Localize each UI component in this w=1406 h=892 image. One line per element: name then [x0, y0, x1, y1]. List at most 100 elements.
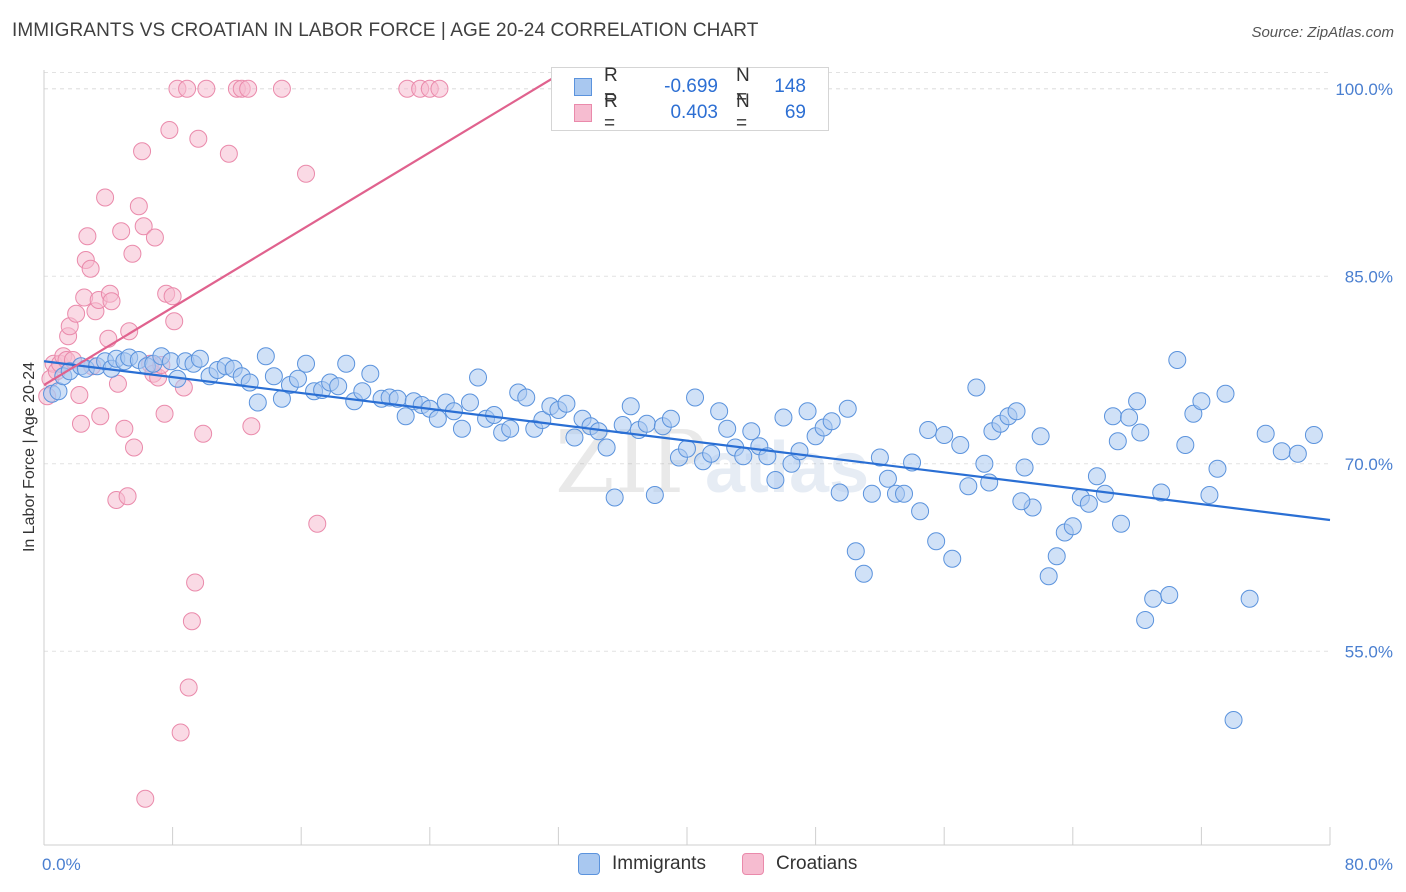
r-value: -0.699: [664, 76, 718, 97]
immigrants-point: [501, 419, 520, 438]
immigrants-point: [678, 439, 696, 458]
immigrants-point: [838, 399, 857, 418]
immigrants-point: [1128, 392, 1147, 411]
immigrants-point: [645, 486, 664, 504]
croatians-legend-swatch: [742, 853, 764, 875]
croatians-point: [99, 329, 118, 348]
immigrants-point: [846, 542, 865, 561]
croatians-trendline: [43, 69, 568, 386]
croatians-point: [67, 304, 86, 323]
immigrants-point: [565, 428, 584, 447]
croatians-point: [160, 121, 179, 139]
croatians-point: [171, 723, 190, 742]
legend-row-croatians: R = 0.403 N = 69: [574, 91, 806, 134]
croatians-point: [123, 244, 142, 263]
croatians-point: [197, 79, 216, 98]
immigrants-point: [1208, 459, 1227, 478]
r-label: R =: [604, 91, 618, 134]
x-tick-label: 80.0%: [1345, 855, 1393, 874]
croatians-point: [71, 414, 90, 433]
croatians-point: [133, 142, 152, 161]
croatians-point: [219, 144, 238, 163]
immigrants-point: [686, 388, 705, 407]
immigrants-swatch: [574, 78, 592, 96]
immigrants-point: [1256, 424, 1275, 443]
immigrants-point: [734, 447, 753, 466]
y-tick-label: 55.0%: [1345, 642, 1393, 661]
n-label: N =: [736, 91, 750, 134]
croatians-point: [178, 79, 197, 98]
croatians-point: [129, 197, 148, 216]
croatians-point: [96, 188, 115, 207]
immigrants-point: [605, 488, 624, 507]
immigrants-point: [1192, 392, 1211, 411]
immigrants-trendline: [43, 360, 1331, 522]
immigrants-point: [742, 422, 761, 441]
tick-labels: 55.0% 70.0% 85.0% 100.0% 0.0% 80.0%: [42, 80, 1393, 874]
croatians-point: [242, 417, 261, 436]
immigrants-point: [1120, 408, 1139, 427]
immigrants-point: [428, 409, 447, 428]
immigrants-point: [661, 409, 680, 428]
legend-item-croatians[interactable]: Croatians: [742, 853, 857, 875]
immigrants-point: [517, 388, 536, 407]
n-value: 69: [784, 102, 806, 123]
immigrants-point: [469, 368, 488, 387]
immigrants-point: [766, 471, 785, 489]
immigrants-point: [637, 414, 656, 433]
immigrants-point: [895, 484, 914, 503]
croatians-point: [112, 222, 131, 241]
immigrants-point: [935, 426, 954, 444]
immigrants-point: [774, 408, 793, 427]
immigrants-point: [967, 378, 986, 397]
immigrants-point: [248, 393, 267, 412]
croatians-point: [430, 79, 449, 98]
correlation-legend: R = -0.699 N = 148 R = 0.403 N = 69: [551, 65, 829, 134]
croatians-point: [179, 678, 198, 697]
trendlines: [43, 69, 1331, 522]
r-value: 0.403: [670, 102, 718, 123]
immigrants-point: [1007, 402, 1026, 421]
croatians-point: [155, 404, 174, 423]
croatians-point: [272, 79, 291, 98]
croatians-point: [182, 612, 201, 631]
immigrants-point: [798, 402, 817, 421]
croatians-point: [102, 292, 121, 311]
immigrants-point: [959, 477, 978, 496]
immigrants-point: [1152, 483, 1171, 502]
immigrants-point: [297, 354, 316, 373]
immigrants-point: [1012, 492, 1031, 511]
immigrants-point: [903, 453, 922, 472]
immigrants-point: [951, 436, 970, 454]
immigrants-point: [1039, 567, 1058, 586]
immigrants-point: [1288, 444, 1307, 463]
croatians-point: [297, 164, 316, 183]
immigrants-point: [1144, 589, 1163, 608]
croatians-point: [91, 407, 110, 426]
y-tick-label: 70.0%: [1345, 455, 1393, 474]
immigrants-point: [1112, 514, 1131, 533]
immigrants-point: [353, 382, 372, 401]
croatians-point: [78, 227, 97, 246]
immigrants-point: [329, 377, 348, 396]
immigrants-point: [1015, 458, 1034, 477]
immigrants-point: [1176, 436, 1195, 454]
immigrants-point: [710, 402, 729, 421]
croatians-point: [118, 487, 137, 506]
legend-item-immigrants[interactable]: Immigrants: [578, 853, 706, 875]
immigrants-point: [1131, 423, 1150, 442]
legend-row-immigrants: R = -0.699 N = 148: [574, 65, 806, 108]
croatians-point: [189, 129, 208, 148]
croatians-point: [125, 438, 144, 457]
immigrants-point: [557, 394, 576, 413]
immigrants-point: [337, 354, 356, 373]
immigrants-point: [460, 393, 479, 412]
r-label: R =: [604, 65, 618, 108]
immigrants-point: [1063, 517, 1082, 536]
source-label: Source: ZipAtlas.com: [1251, 24, 1394, 41]
immigrants-point: [718, 419, 737, 438]
immigrants-point: [830, 483, 849, 502]
immigrants-legend-label: Immigrants: [612, 853, 706, 874]
immigrants-point: [621, 397, 640, 416]
immigrants-point: [361, 364, 380, 383]
